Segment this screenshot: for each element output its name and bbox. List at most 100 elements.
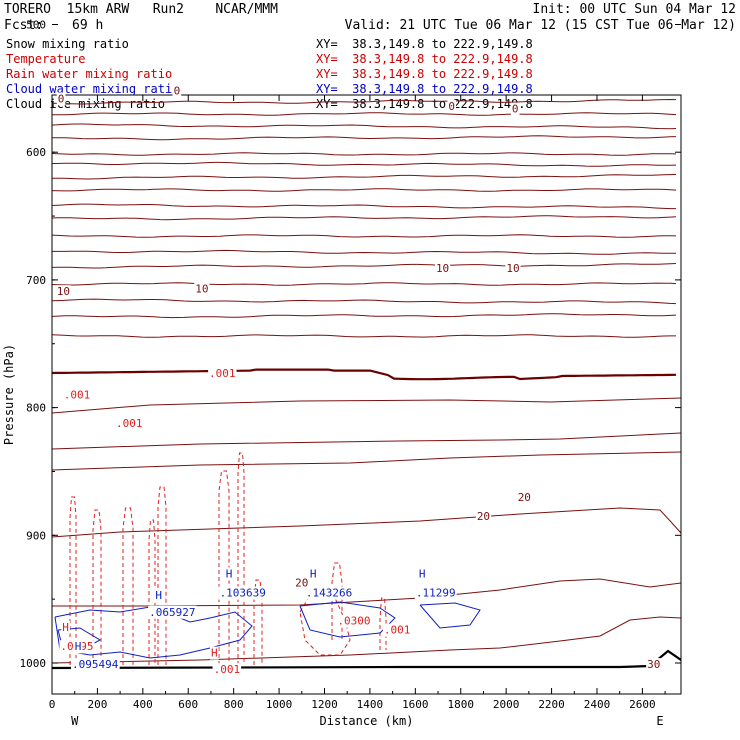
cloud-water-label-bg: [224, 567, 234, 581]
isotherm-line: [52, 98, 677, 105]
rain-contour: [299, 589, 351, 656]
isotherm-label-bg: [194, 282, 210, 296]
rain-contour: [253, 579, 263, 665]
isotherm-label: 10: [506, 262, 519, 275]
isotherm-label: 10: [195, 283, 208, 296]
rain-label-bg: [382, 623, 412, 637]
isotherm-label: 0: [448, 100, 455, 113]
isotherm-label-bg: [294, 576, 310, 590]
x-tick-label: 2600: [629, 698, 656, 711]
isotherm-label: 0: [512, 103, 519, 116]
legend-xy-range: XY= 38.3,149.8 to 222.9,149.8: [316, 67, 533, 81]
isotherm-line: [52, 616, 681, 664]
rain-label: H: [62, 621, 69, 634]
forecast-hour: 69 h: [72, 18, 104, 33]
terrain-line: [52, 649, 681, 670]
isotherm-line: [52, 161, 677, 167]
rain-label-bg: [210, 646, 219, 660]
isotherm-label-bg: [434, 262, 451, 276]
east-label: E: [656, 714, 663, 728]
rain-label-bg: [336, 614, 372, 628]
y-tick-label: 900: [26, 529, 46, 542]
isotherm-line: [52, 263, 677, 269]
x-tick-label: 2400: [584, 698, 611, 711]
isotherm-label: 20: [477, 510, 490, 523]
cloud-water-label: H: [75, 640, 82, 653]
x-tick-label: 2200: [538, 698, 565, 711]
isotherm-label-bg: [510, 102, 520, 116]
rain-label-bg: [61, 621, 70, 635]
isotherm-label: 10: [436, 262, 449, 275]
isotherm-label-bg: [55, 285, 71, 299]
cloud-water-label-bg: [308, 567, 318, 581]
y-tick-label: 700: [26, 274, 46, 287]
y-tick-label: 500: [26, 19, 46, 32]
cloud-water-label: H: [226, 567, 233, 580]
init-time: Init: 00 UTC Sun 04 Mar 12: [532, 2, 737, 17]
west-label: W: [71, 714, 79, 728]
rain-label: .001: [384, 624, 411, 637]
isotherm-line: [52, 313, 677, 319]
x-tick-label: 600: [178, 698, 198, 711]
isotherm-line: [52, 123, 677, 130]
rain-label-bg: [62, 388, 92, 402]
isotherm-line: [52, 135, 677, 141]
rain-label: .001: [64, 389, 91, 402]
legend-label: Temperature: [6, 52, 86, 66]
rain-label: .001: [214, 663, 241, 676]
legend-xy-range: XY= 38.3,149.8 to 222.9,149.8: [316, 52, 533, 66]
isotherm-line: [52, 173, 677, 180]
cloud-water-label-bg: [417, 567, 427, 581]
isotherm-line: [52, 507, 681, 538]
rain-contour: [122, 507, 134, 665]
y-tick-label: 800: [26, 402, 46, 415]
cloud-water-label: .065927: [149, 606, 195, 619]
cloud-water-label: .11299: [416, 587, 456, 600]
rain-label: .0300: [337, 615, 370, 628]
isotherm-label: 10: [57, 285, 70, 298]
rain-label-bg: [212, 663, 242, 677]
isotherm-line: [52, 397, 681, 414]
isotherm-label: 0: [174, 85, 181, 98]
isotherm-label: 20: [295, 576, 308, 589]
legend-xy-range: XY= 38.3,149.8 to 222.9,149.8: [316, 37, 533, 51]
isotherm-line: [52, 334, 676, 338]
plot-frame: [51, 94, 682, 695]
isotherm-line: [52, 298, 677, 305]
cloud-water-label: .143266: [306, 587, 352, 600]
isotherm-line: [52, 203, 676, 210]
rain-contour: [92, 509, 102, 665]
rain-label: .001: [116, 417, 143, 430]
isotherm-label: 20: [518, 491, 531, 504]
cloud-water-label: H: [155, 589, 162, 602]
isotherm-line: [52, 234, 677, 238]
x-tick-label: 1800: [447, 698, 474, 711]
cloud-water-label: H: [419, 567, 426, 580]
rain-contour: [69, 496, 77, 665]
isotherm-label-bg: [475, 509, 492, 523]
y-tick-label: 1000: [20, 657, 47, 670]
y-axis-title: Pressure (hPa): [2, 344, 16, 445]
x-tick-label: 1600: [402, 698, 429, 711]
isotherm-label: 30: [647, 658, 660, 671]
legend-xy-range: XY= 38.3,149.8 to 222.9,149.8: [316, 82, 533, 96]
x-tick-label: 1400: [357, 698, 384, 711]
rain-contour: [379, 597, 387, 650]
legend-label: Cloud ice mixing ratio: [6, 97, 165, 111]
cloud-water-label-bg: [304, 586, 354, 600]
isotherm-line: [52, 451, 681, 471]
rain-contour: [148, 519, 156, 665]
cloud-water-contour: [419, 602, 481, 629]
cloud-water-label: .095494: [72, 658, 119, 671]
isotherm-line: [52, 282, 677, 286]
x-tick-label: 400: [133, 698, 153, 711]
isotherm-label: 0: [58, 92, 65, 105]
cloud-water-label-bg: [70, 658, 120, 672]
rain-contour: [331, 562, 343, 640]
isotherm-line: [52, 112, 677, 116]
cloud-water-label-bg: [73, 640, 83, 654]
rain-contour: [237, 452, 245, 665]
isotherm-line: [52, 249, 676, 255]
rain-contour: [218, 470, 230, 665]
